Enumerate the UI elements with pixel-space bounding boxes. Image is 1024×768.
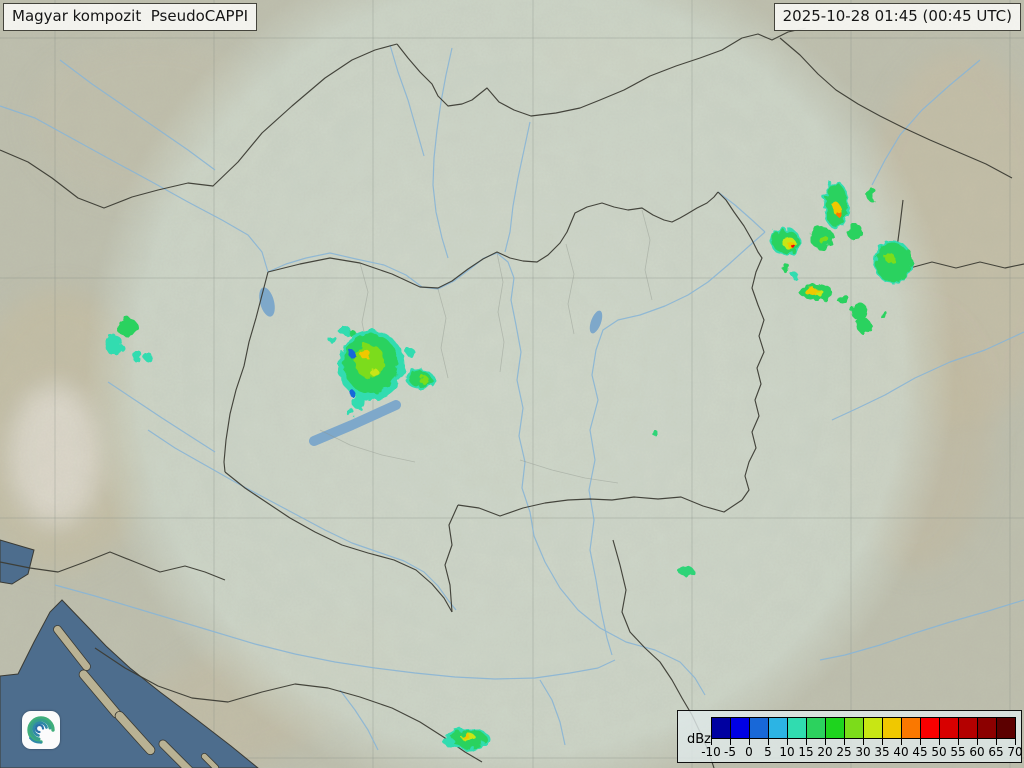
legend-tick-label: 40 bbox=[893, 745, 909, 759]
legend-color-cell bbox=[863, 717, 883, 739]
legend-tick bbox=[787, 739, 788, 745]
legend-tick-label: -10 bbox=[701, 745, 721, 759]
legend-tick-label: 60 bbox=[969, 745, 985, 759]
county-borders bbox=[319, 209, 653, 484]
legend-tick bbox=[920, 739, 921, 745]
legend-tick bbox=[1015, 739, 1016, 745]
legend-tick-label: 10 bbox=[779, 745, 795, 759]
legend-tick bbox=[768, 739, 769, 745]
legend-tick bbox=[844, 739, 845, 745]
legend-color-cell bbox=[825, 717, 845, 739]
legend-unit-label: dBz bbox=[687, 732, 711, 747]
legend-color-cell bbox=[711, 717, 731, 739]
legend-color-cell bbox=[939, 717, 959, 739]
legend-tick bbox=[806, 739, 807, 745]
adriatic-sea bbox=[0, 539, 259, 768]
legend-colorbar bbox=[711, 717, 1016, 739]
legend-tick bbox=[901, 739, 902, 745]
lakes bbox=[259, 287, 603, 446]
legend-tick-label: 30 bbox=[855, 745, 871, 759]
legend-color-cell bbox=[806, 717, 826, 739]
legend-tick bbox=[977, 739, 978, 745]
legend-tick bbox=[863, 739, 864, 745]
legend-color-cell bbox=[749, 717, 769, 739]
legend-color-cell bbox=[787, 717, 807, 739]
legend-tick-label: 65 bbox=[988, 745, 1004, 759]
legend-color-cell bbox=[730, 717, 750, 739]
legend-color-cell bbox=[977, 717, 997, 739]
legend-tick-label: 5 bbox=[764, 745, 772, 759]
legend-color-cell bbox=[920, 717, 940, 739]
legend-tick-label: -5 bbox=[724, 745, 736, 759]
legend-tick-label: 0 bbox=[745, 745, 753, 759]
rivers bbox=[0, 44, 1024, 751]
spiral-icon bbox=[27, 716, 55, 744]
legend-color-cell bbox=[882, 717, 902, 739]
dbz-legend: dBz -10 -5 0 5 10 15 20 25 30 35 40 45 50 55 60 65 70 bbox=[677, 710, 1023, 763]
legend-tick-label: 50 bbox=[931, 745, 947, 759]
product-title: Magyar kompozit PseudoCAPPI bbox=[3, 3, 258, 31]
legend-color-cell bbox=[996, 717, 1016, 739]
legend-tick bbox=[730, 739, 731, 745]
country-borders bbox=[0, 27, 1024, 768]
legend-tick-label: 55 bbox=[950, 745, 966, 759]
legend-tick bbox=[958, 739, 959, 745]
legend-tick bbox=[711, 739, 712, 745]
legend-tick-label: 20 bbox=[817, 745, 833, 759]
legend-tick-label: 25 bbox=[836, 745, 852, 759]
hungaromet-logo bbox=[22, 711, 60, 749]
legend-color-cell bbox=[901, 717, 921, 739]
legend-color-cell bbox=[958, 717, 978, 739]
legend-tick-label: 45 bbox=[912, 745, 928, 759]
legend-tick bbox=[825, 739, 826, 745]
legend-tick bbox=[996, 739, 997, 745]
legend-tick bbox=[749, 739, 750, 745]
legend-tick-label: 70 bbox=[1007, 745, 1023, 759]
radar-echoes bbox=[105, 181, 912, 750]
legend-color-cell bbox=[768, 717, 788, 739]
legend-tick-label: 15 bbox=[798, 745, 814, 759]
legend-color-cell bbox=[844, 717, 864, 739]
legend-tick-label: 35 bbox=[874, 745, 890, 759]
legend-tick bbox=[882, 739, 883, 745]
legend-tick bbox=[939, 739, 940, 745]
timestamp-label: 2025-10-28 01:45 (00:45 UTC) bbox=[773, 3, 1021, 31]
